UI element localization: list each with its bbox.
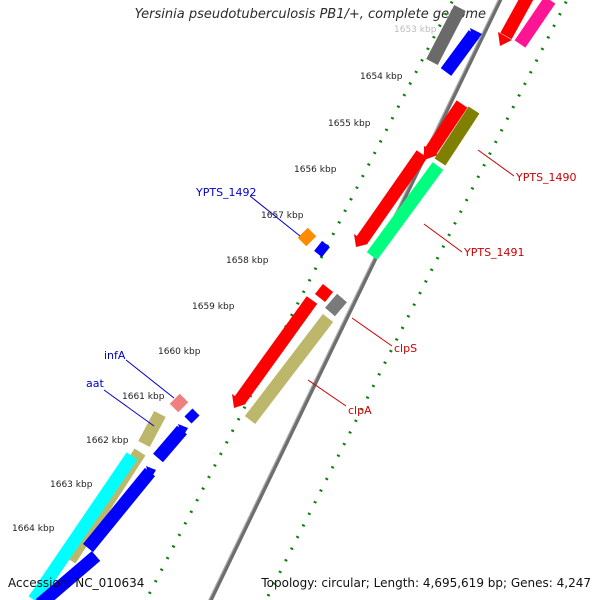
- gene-segment-blue-mid: [153, 425, 187, 463]
- gene-arrow-red: [498, 32, 512, 46]
- tick-label-1663: 1663 kbp: [50, 480, 93, 490]
- tick-label-1659: 1659 kbp: [192, 302, 235, 312]
- tick-label-1654: 1654 kbp: [360, 72, 403, 82]
- gene-segment-olive: [434, 106, 480, 166]
- gene-label-aat[interactable]: aat: [86, 377, 104, 390]
- tick-label-1658: 1658 kbp: [226, 256, 269, 266]
- gene-arrow-red-clpa: [232, 394, 246, 408]
- gene-segment-red: [500, 0, 534, 40]
- gene-segment-red-clpa: [234, 296, 318, 404]
- gene-segment-gray: [426, 5, 466, 65]
- gene-segment-blue-top: [440, 30, 480, 76]
- genome-title: Yersinia pseudotuberculosis PB1/+, compl…: [134, 7, 486, 22]
- gene-segment-blue-infA: [184, 408, 200, 424]
- gene-segment-red-ypts-1490: [424, 100, 468, 156]
- gene-arrow-blue-mid: [178, 424, 188, 438]
- genome-backbone-highlight: [208, 0, 499, 600]
- gene-segment-cyan: [28, 452, 138, 600]
- tick-label-1664: 1664 kbp: [12, 524, 55, 534]
- tick-label-1662: 1662 kbp: [86, 436, 129, 446]
- gene-label-clpa[interactable]: clpA: [348, 404, 372, 417]
- gene-arrow-blue-long: [146, 466, 156, 480]
- gene-arrow-red-ypts-1490: [424, 146, 438, 160]
- genome-backbone: [208, 0, 503, 600]
- gene-segment-coral: [169, 393, 189, 413]
- tick-label-1653: 1653 kbp: [394, 25, 437, 35]
- gene-label-ypts-1491[interactable]: YPTS_1491: [463, 246, 525, 259]
- gene-segment-blue-small: [314, 240, 330, 258]
- gene-segment-green-ypts-1491: [366, 162, 444, 260]
- tick-label-1655: 1655 kbp: [328, 119, 371, 129]
- callout-line-ypts-1491: [423, 223, 463, 253]
- callout-line-infA: [125, 359, 175, 399]
- gene-arrow-red-long: [354, 234, 368, 247]
- gene-segment-red-clps: [314, 283, 334, 303]
- callout-line-ypts-1490: [477, 149, 515, 177]
- callout-line-ypts-1492: [249, 195, 301, 237]
- inner-dotted-track: [144, 0, 455, 600]
- tick-label-1660: 1660 kbp: [158, 347, 201, 357]
- gene-label-ypts-1492[interactable]: YPTS_1492: [195, 186, 257, 199]
- gene-segment-blue-long: [82, 467, 156, 553]
- gene-segment-orange: [297, 227, 317, 247]
- gene-arrow-blue-top: [470, 28, 482, 44]
- gene-label-infA[interactable]: infA: [104, 349, 126, 362]
- gene-segment-gray-clps: [325, 293, 347, 317]
- topology-text: Topology: circular; Length: 4,695,619 bp…: [261, 576, 591, 590]
- gene-segment-khaki-aat: [138, 410, 166, 448]
- accession-text: Accession: NC_010634: [8, 576, 145, 590]
- tick-label-1657: 1657 kbp: [261, 211, 304, 221]
- gene-label-ypts-1490[interactable]: YPTS_1490: [515, 171, 577, 184]
- callout-line-clpa: [307, 379, 347, 407]
- gene-segment-red-long: [356, 150, 428, 244]
- gene-segment-pink: [514, 0, 556, 48]
- tick-label-1661: 1661 kbp: [122, 392, 165, 402]
- callout-line-aat: [103, 389, 155, 427]
- gene-segment-khaki-clpa: [244, 314, 334, 424]
- gene-segment-blue-left: [35, 551, 101, 600]
- gene-label-clps[interactable]: clpS: [394, 342, 417, 355]
- tick-label-1656: 1656 kbp: [294, 165, 337, 175]
- callout-line-clps: [351, 317, 393, 347]
